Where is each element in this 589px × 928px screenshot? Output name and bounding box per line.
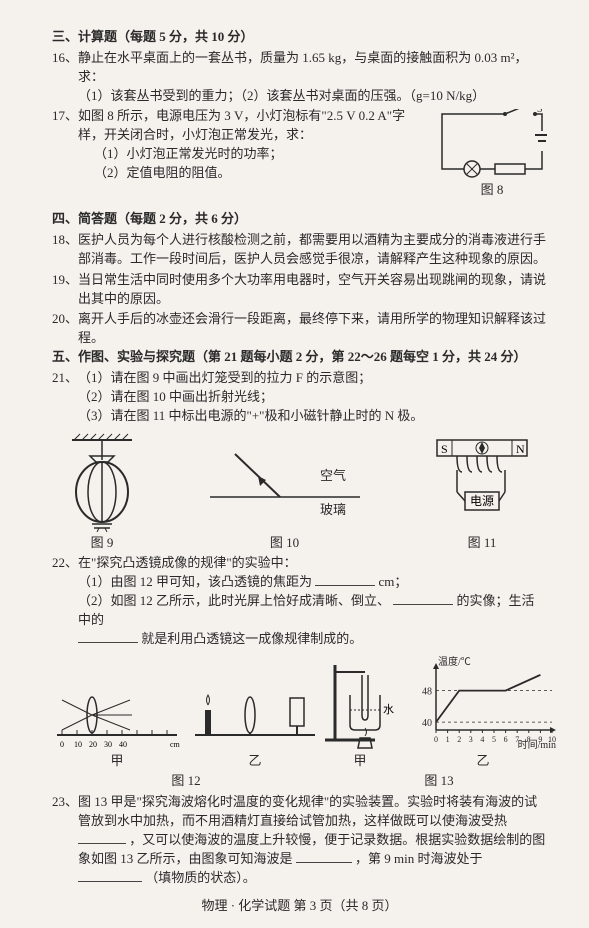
svg-text:6: 6 (504, 735, 508, 744)
q23: 23、 图 13 甲是"探究海波熔化时温度的变化规律"的实验装置。实验时将装有海… (52, 793, 547, 887)
section5-heading: 五、作图、实验与探究题（第 21 题每小题 2 分，第 22～26 题每空 1 … (52, 348, 547, 367)
svg-text:40: 40 (422, 718, 432, 729)
q23-body-c: ，第 9 min 时海波处于 (355, 851, 482, 866)
fig10-air-label: 空气 (320, 468, 346, 483)
q18: 18、 医护人员为每个人进行核酸检测之前，都需要用以酒精为主要成分的消毒液进行手… (52, 231, 547, 269)
page-footer: 物理 · 化学试题 第 3 页（共 8 页） (52, 897, 547, 916)
q23-body-d: （填物质的状态）。 (145, 870, 256, 885)
q19: 19、 当日常生活中同时使用多个大功率用电器时，空气开关容易出现跳闸的现象，请说… (52, 271, 547, 309)
q23-body-a: 图 13 甲是"探究海波熔化时温度的变化规律"的实验装置。实验时将装有海波的试管… (78, 794, 537, 828)
q23-blank3 (78, 869, 142, 882)
fig11-s: S (441, 442, 448, 456)
svg-text:30: 30 (104, 740, 112, 749)
svg-text:10: 10 (74, 740, 82, 749)
q22-sub1b: cm； (379, 574, 408, 589)
fig11: S N 电源 图 11 (417, 432, 547, 553)
fig11-src: 电源 (470, 494, 494, 508)
q19-num: 19、 (52, 271, 78, 309)
q21-num: 21、 (52, 369, 78, 426)
fig10-glass-label: 玻璃 (320, 502, 346, 517)
q17: 17、 S (52, 107, 547, 204)
q22-blank3 (78, 630, 138, 643)
svg-text:3: 3 (469, 735, 473, 744)
svg-text:0: 0 (434, 735, 438, 744)
svg-text:cm: cm (170, 740, 181, 749)
fig8: S 图 8 (437, 109, 547, 200)
q23-blank2 (296, 850, 352, 863)
fig12-jia: 甲 (52, 752, 182, 771)
q22-body: 在"探究凸透镜成像的规律"的实验中： (78, 554, 547, 573)
q18-body: 医护人员为每个人进行核酸检测之前，都需要用以酒精为主要成分的消毒液进行手部消毒。… (78, 231, 547, 269)
svg-text:4: 4 (480, 735, 484, 744)
q22-sub2c: 就是利用凸透镜这一成像规律制成的。 (141, 631, 362, 646)
q22-num: 22、 (52, 554, 78, 648)
q16-sub1: （1）该套丛书受到的重力；（2）该套丛书对桌面的压强。（g=10 N/kg） (78, 88, 485, 103)
fig13: 水 甲 4840012345678910温度/℃时间/min 乙 图 13 (320, 655, 558, 792)
fig12-label: 图 12 (52, 772, 320, 791)
svg-text:温度/℃: 温度/℃ (438, 655, 471, 668)
fig13-water: 水 (383, 703, 394, 716)
q21-sub2: （2）请在图 10 中画出折射光线； (78, 388, 547, 407)
svg-text:0: 0 (60, 740, 64, 749)
svg-text:S: S (537, 109, 543, 115)
q20-body: 离开人手后的冰壶还会滑行一段距离，最终停下来，请用所学的物理知识解释该过程。 (78, 310, 547, 348)
figs-row-12-13: 010 2030 40cm 甲 (52, 655, 547, 792)
q22-sub1a: （1）由图 12 甲可知，该凸透镜的焦距为 (78, 574, 312, 589)
fig13-jia: 甲 (320, 752, 400, 771)
svg-text:1: 1 (446, 735, 450, 744)
q16-body: 静止在水平桌面上的一套丛书，质量为 1.65 kg，与桌面的接触面积为 0.03… (78, 50, 528, 84)
q16: 16、 静止在水平桌面上的一套丛书，质量为 1.65 kg，与桌面的接触面积为 … (52, 49, 547, 106)
fig13-yi: 乙 (408, 752, 558, 771)
svg-text:20: 20 (89, 740, 97, 749)
fig10-label: 图 10 (210, 534, 360, 553)
fig13-label: 图 13 (320, 772, 558, 791)
q18-num: 18、 (52, 231, 78, 269)
svg-text:40: 40 (119, 740, 127, 749)
section3-heading: 三、计算题（每题 5 分，共 10 分） (52, 28, 547, 47)
q21-sub1: （1）请在图 9 中画出灯笼受到的拉力 F 的示意图； (78, 369, 547, 388)
fig11-label: 图 11 (417, 534, 547, 553)
q21-sub3: （3）请在图 11 中标出电源的"+"极和小磁针静止时的 N 极。 (78, 407, 547, 426)
q17-body: 如图 8 所示，电源电压为 3 V，小灯泡标有"2.5 V 0.2 A"字样，开… (78, 108, 405, 142)
fig11-n: N (516, 442, 525, 456)
svg-text:时间/min: 时间/min (518, 738, 556, 750)
q22-sub2a: （2）如图 12 乙所示，此时光屏上恰好成清晰、倒立、 (78, 593, 390, 608)
fig9-label: 图 9 (52, 534, 152, 553)
fig12-yi: 乙 (190, 752, 320, 771)
q21: 21、 （1）请在图 9 中画出灯笼受到的拉力 F 的示意图； （2）请在图 1… (52, 369, 547, 426)
svg-text:48: 48 (422, 686, 432, 697)
q23-num: 23、 (52, 793, 78, 887)
svg-text:2: 2 (457, 735, 461, 744)
fig10: 空气 玻璃 图 10 (210, 442, 360, 553)
svg-text:5: 5 (492, 735, 496, 744)
q17-num: 17、 (52, 107, 78, 204)
q23-blank1 (78, 831, 126, 844)
q22-blank2 (393, 592, 453, 605)
fig8-label: 图 8 (437, 181, 547, 200)
q22: 22、 在"探究凸透镜成像的规律"的实验中： （1）由图 12 甲可知，该凸透镜… (52, 554, 547, 648)
q19-body: 当日常生活中同时使用多个大功率用电器时，空气开关容易出现跳闸的现象，请说出其中的… (78, 271, 547, 309)
figs-row-9-10-11: 图 9 空气 玻璃 图 10 S N (52, 432, 547, 553)
q20: 20、 离开人手后的冰壶还会滑行一段距离，最终停下来，请用所学的物理知识解释该过… (52, 310, 547, 348)
q22-blank1 (315, 573, 375, 586)
fig12: 0 10 20 30 40 cm 甲 (52, 680, 320, 792)
q20-num: 20、 (52, 310, 78, 348)
fig9: 图 9 (52, 432, 152, 553)
q16-num: 16、 (52, 49, 78, 106)
section4-heading: 四、简答题（每题 2 分，共 6 分） (52, 210, 547, 229)
fig13-chart: 4840012345678910温度/℃时间/min (408, 655, 558, 750)
